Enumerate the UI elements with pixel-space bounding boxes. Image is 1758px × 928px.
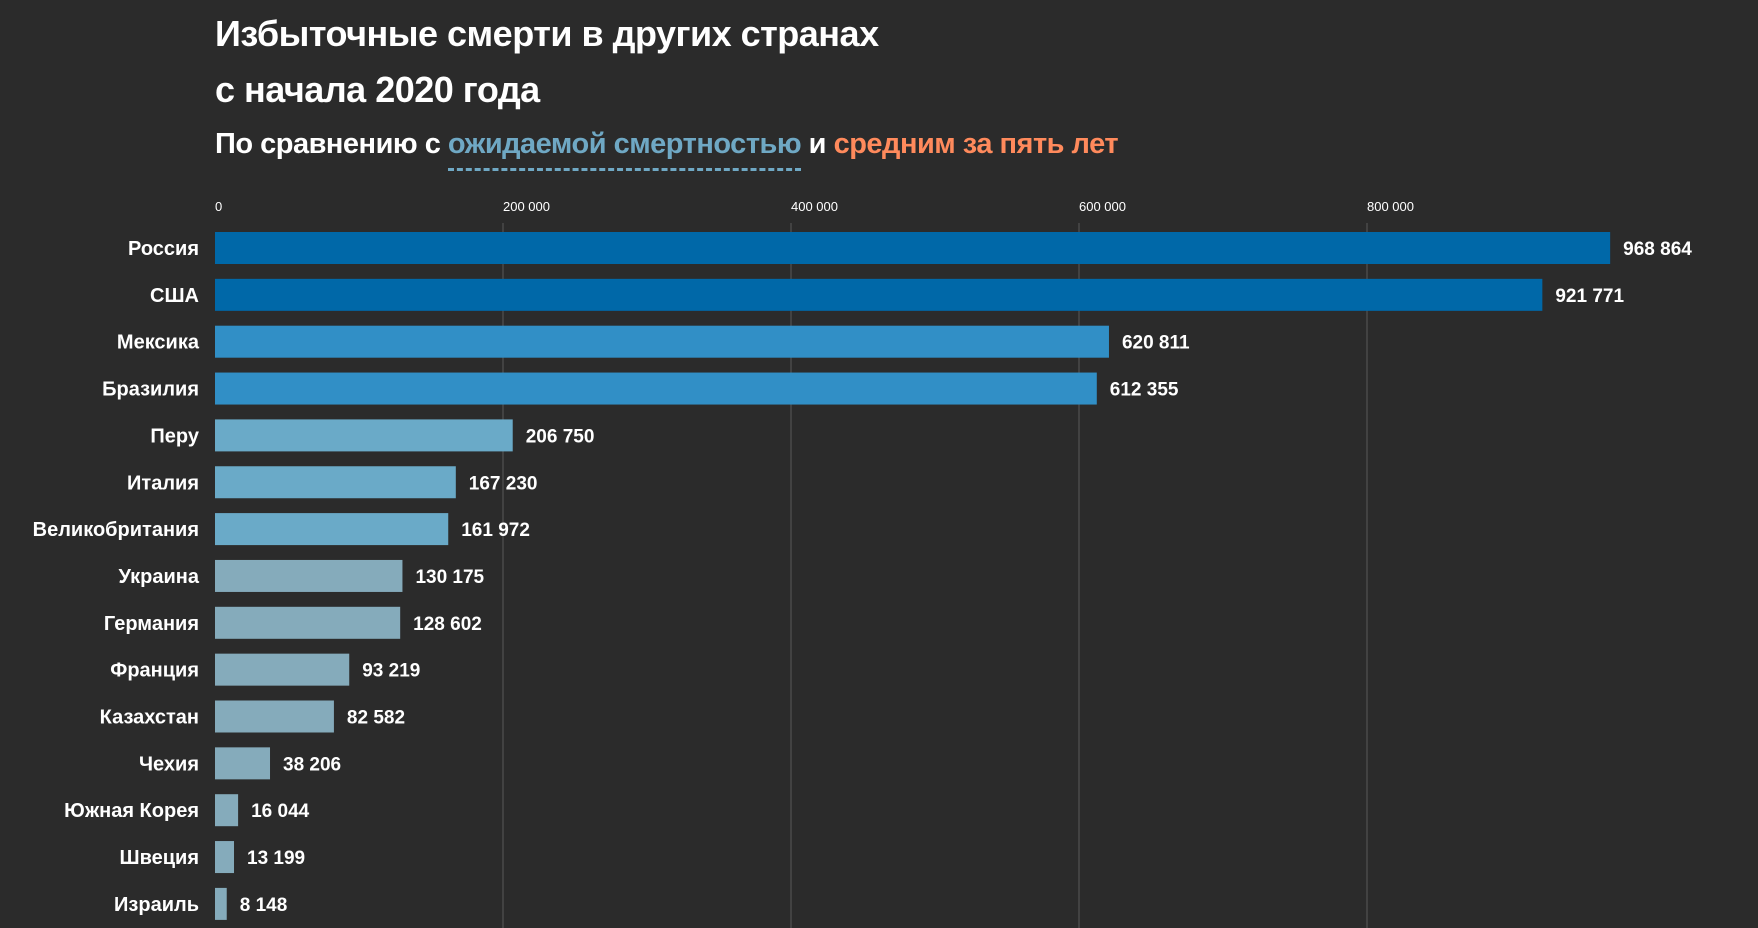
category-label: Южная Корея xyxy=(64,800,199,822)
bar xyxy=(215,559,403,592)
category-label: Украина xyxy=(118,566,199,588)
subtitle-expected-mortality[interactable]: ожидаемой смертностью xyxy=(447,128,802,171)
bar xyxy=(215,794,239,827)
value-label: 161 972 xyxy=(461,520,530,541)
chart-title: Избыточные смерти в других странах с нач… xyxy=(215,6,879,118)
tick-label: 800 000 xyxy=(1367,199,1414,214)
bar xyxy=(215,325,1109,358)
subtitle-prefix: По сравнению с xyxy=(215,128,448,160)
tick-label: 200 000 xyxy=(503,199,550,214)
value-label: 38 206 xyxy=(283,754,341,775)
category-label: Франция xyxy=(110,660,199,682)
category-label: Италия xyxy=(127,472,199,494)
bar xyxy=(215,653,350,686)
title-line-1: Избыточные смерти в других странах xyxy=(215,13,879,54)
value-label: 620 811 xyxy=(1122,333,1190,354)
category-label: Швеция xyxy=(119,847,199,869)
tick-label: 600 000 xyxy=(1079,199,1126,214)
bar xyxy=(215,887,227,920)
value-label: 612 355 xyxy=(1110,380,1179,401)
bar xyxy=(215,466,456,499)
bar xyxy=(215,513,449,546)
category-label: Мексика xyxy=(117,332,200,354)
category-label: Германия xyxy=(104,613,199,635)
bar xyxy=(215,419,513,452)
category-label: Казахстан xyxy=(100,707,199,729)
value-label: 82 582 xyxy=(347,708,405,729)
bar xyxy=(215,841,235,874)
value-label: 13 199 xyxy=(247,848,305,869)
value-label: 16 044 xyxy=(251,801,310,822)
bar xyxy=(215,747,271,780)
tick-label: 0 xyxy=(215,199,222,214)
bar xyxy=(215,700,334,733)
category-label: Чехия xyxy=(139,753,199,775)
value-label: 130 175 xyxy=(415,567,484,588)
value-label: 93 219 xyxy=(362,661,420,682)
chart-subtitle: По сравнению с ожидаемой смертностью и с… xyxy=(215,128,1119,171)
tick-label: 400 000 xyxy=(791,199,838,214)
subtitle-five-year-average: средним за пять лет xyxy=(833,128,1119,160)
bar xyxy=(215,372,1097,405)
value-label: 167 230 xyxy=(469,473,538,494)
category-label: Израиль xyxy=(114,894,199,916)
bar xyxy=(215,278,1543,311)
subtitle-middle: и xyxy=(801,128,834,160)
value-label: 968 864 xyxy=(1623,239,1692,260)
value-label: 921 771 xyxy=(1555,286,1624,307)
category-label: США xyxy=(150,285,199,307)
bar xyxy=(215,232,1611,264)
value-label: 128 602 xyxy=(413,614,482,635)
bar xyxy=(215,606,401,639)
title-line-2: с начала 2020 года xyxy=(215,69,540,110)
value-label: 206 750 xyxy=(526,426,595,447)
category-label: Россия xyxy=(128,238,199,260)
value-label: 8 148 xyxy=(240,895,288,916)
category-label: Перу xyxy=(150,425,199,447)
category-label: Бразилия xyxy=(102,379,199,401)
category-label: Великобритания xyxy=(33,519,199,541)
